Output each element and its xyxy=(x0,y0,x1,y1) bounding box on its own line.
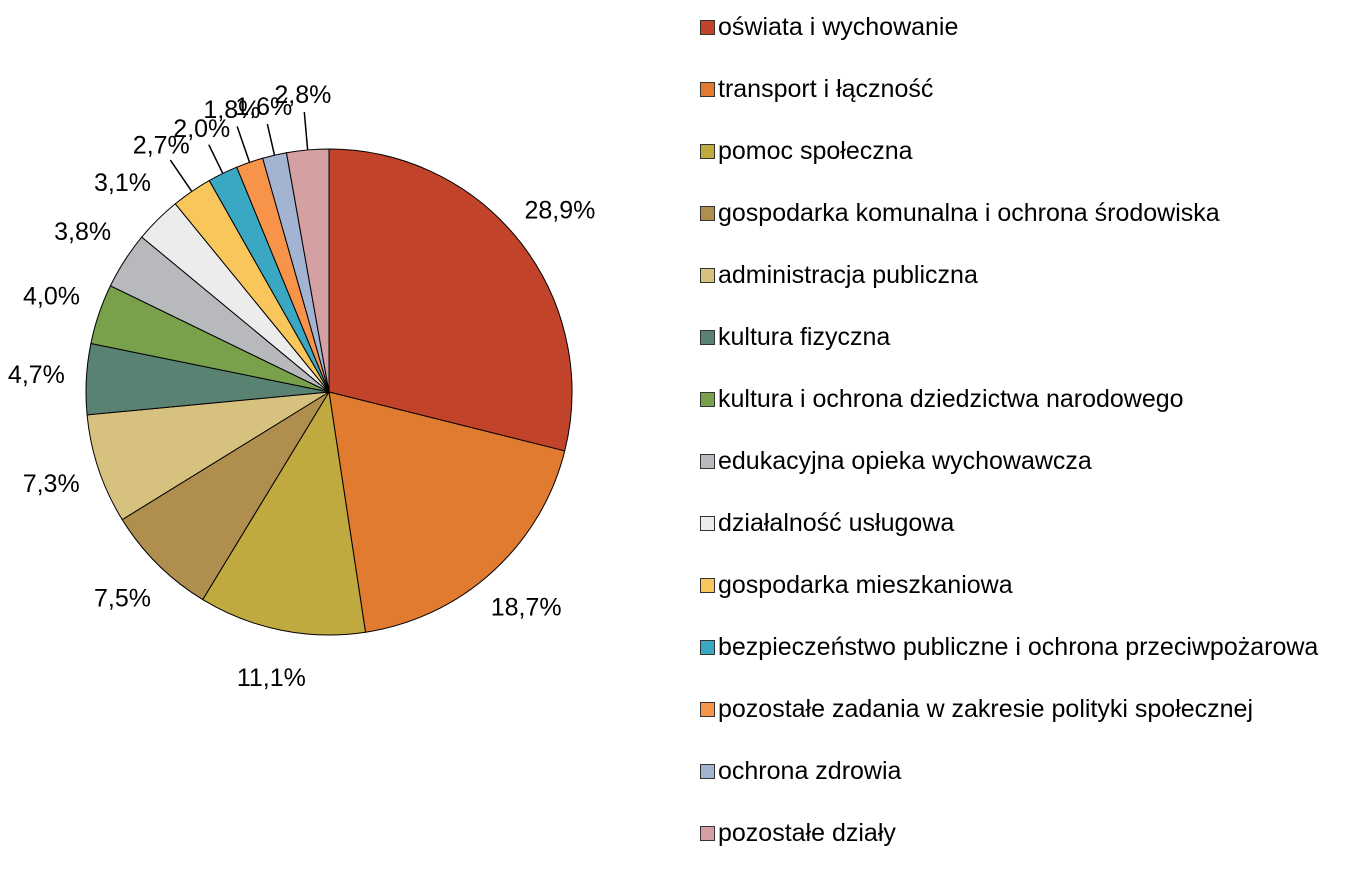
legend-label: administracja publiczna xyxy=(718,261,978,289)
legend-swatch xyxy=(700,392,715,407)
legend-swatch xyxy=(700,578,715,593)
legend-item: kultura fizyczna xyxy=(700,320,1345,354)
legend-item: kultura i ochrona dziedzictwa narodowego xyxy=(700,382,1345,416)
data-label: 2,8% xyxy=(274,81,331,109)
legend-label: pozostałe działy xyxy=(718,819,896,847)
legend-swatch xyxy=(700,20,715,35)
legend: oświata i wychowanie transport i łączność… xyxy=(700,10,1345,869)
data-label: 1,6% xyxy=(235,93,292,121)
data-label: 7,3% xyxy=(23,470,80,498)
legend-swatch xyxy=(700,454,715,469)
leader-line xyxy=(266,123,276,156)
legend-item: pomoc społeczna xyxy=(700,134,1345,168)
legend-swatch xyxy=(700,144,715,159)
legend-label: pozostałe zadania w zakresie polityki sp… xyxy=(718,695,1254,723)
pie-area: 28,9% 18,7% 11,1% 7,5% 7,3% 4,7% 4,0% 3,8% 3,1% 2… xyxy=(8,81,596,692)
pie-slice xyxy=(201,390,367,636)
legend-label: pomoc społeczna xyxy=(718,137,913,165)
legend-item: ochrona zdrowia xyxy=(700,754,1345,788)
legend-label: działalność usługowa xyxy=(718,509,955,537)
legend-swatch xyxy=(700,516,715,531)
legend-item: administracja publiczna xyxy=(700,258,1345,292)
legend-label: ochrona zdrowia xyxy=(718,757,902,785)
legend-label: kultura i ochrona dziedzictwa narodowego xyxy=(718,385,1184,413)
legend-item: pozostałe zadania w zakresie polityki sp… xyxy=(700,692,1345,726)
legend-item: działalność usługowa xyxy=(700,506,1345,540)
legend-item: oświata i wychowanie xyxy=(700,10,1345,44)
data-label: 3,1% xyxy=(94,169,151,197)
data-label: 3,8% xyxy=(54,218,111,246)
data-label: 18,7% xyxy=(491,593,562,621)
legend-label: gospodarka komunalna i ochrona środowisk… xyxy=(718,199,1220,227)
legend-item: gospodarka komunalna i ochrona środowisk… xyxy=(700,196,1345,230)
data-label: 2,0% xyxy=(173,115,230,143)
data-label: 11,1% xyxy=(237,664,306,692)
legend-swatch xyxy=(700,640,715,655)
legend-swatch xyxy=(700,764,715,779)
legend-label: gospodarka mieszkaniowa xyxy=(718,571,1013,599)
legend-swatch xyxy=(700,82,715,97)
data-label: 1,8% xyxy=(203,96,260,124)
legend-label: edukacyjna opieka wychowawcza xyxy=(718,447,1092,475)
data-label: 2,7% xyxy=(133,131,190,159)
legend-swatch xyxy=(700,206,715,221)
pie-slice xyxy=(121,391,330,601)
legend-item: bezpieczeństwo publiczne i ochrona przec… xyxy=(700,630,1345,664)
legend-item: pozostałe działy xyxy=(700,816,1345,850)
data-label: 28,9% xyxy=(525,196,596,224)
leader-line xyxy=(169,159,193,192)
legend-label: oświata i wychowanie xyxy=(718,13,959,41)
data-label: 4,7% xyxy=(8,361,65,389)
data-label: 7,5% xyxy=(94,584,151,612)
legend-label: transport i łączność xyxy=(718,75,934,103)
legend-label: bezpieczeństwo publiczne i ochrona przec… xyxy=(718,633,1319,661)
legend-swatch xyxy=(700,330,715,345)
legend-item: gospodarka mieszkaniowa xyxy=(700,568,1345,602)
legend-item: transport i łączność xyxy=(700,72,1345,106)
legend-item: edukacyjna opieka wychowawcza xyxy=(700,444,1345,478)
leader-line xyxy=(208,144,224,174)
data-label: 4,0% xyxy=(23,283,80,311)
legend-label: kultura fizyczna xyxy=(718,323,891,351)
legend-swatch xyxy=(700,268,715,283)
pie-slice xyxy=(285,148,330,393)
legend-swatch xyxy=(700,826,715,841)
pie-slice xyxy=(86,391,330,521)
leader-line xyxy=(236,126,251,163)
leader-line xyxy=(303,112,309,151)
legend-swatch xyxy=(700,702,715,717)
pie-slice xyxy=(328,148,573,452)
pie-slice xyxy=(328,391,566,633)
